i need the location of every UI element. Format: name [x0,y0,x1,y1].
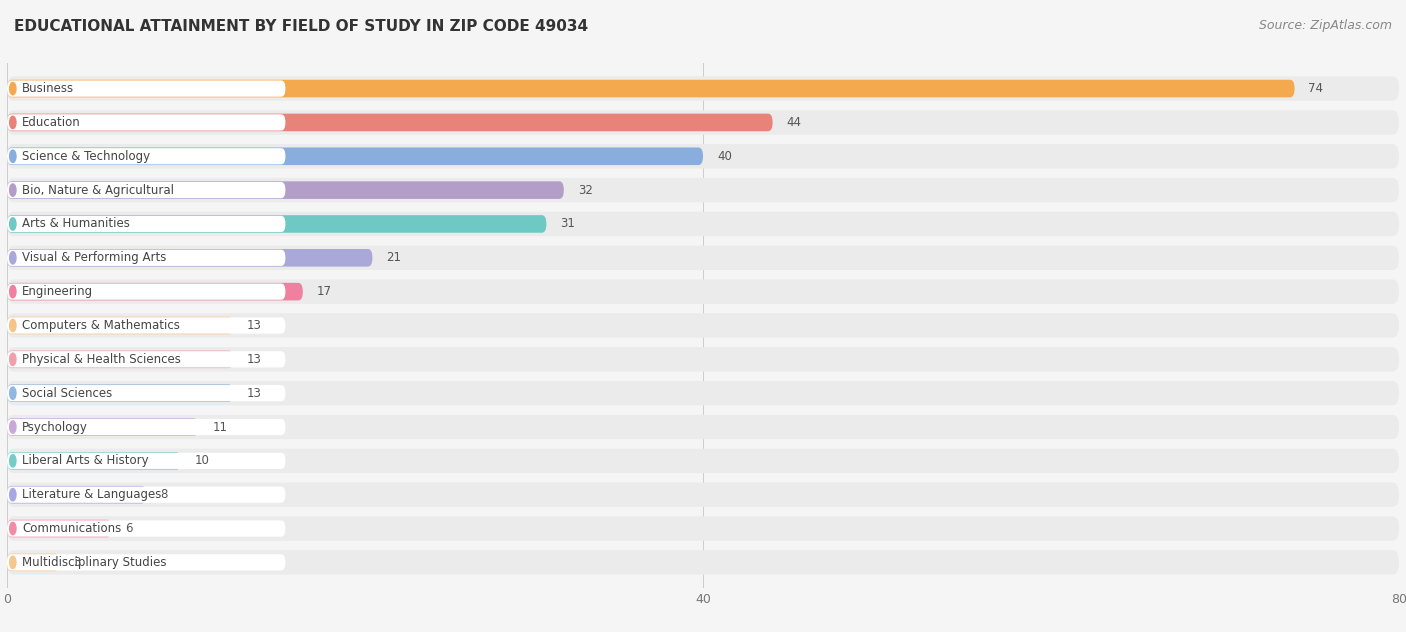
Text: Education: Education [22,116,80,129]
Text: Multidisciplinary Studies: Multidisciplinary Studies [22,556,166,569]
FancyBboxPatch shape [7,351,233,368]
FancyBboxPatch shape [7,147,703,165]
FancyBboxPatch shape [7,250,285,266]
Text: Computers & Mathematics: Computers & Mathematics [22,319,180,332]
Text: 13: 13 [247,387,262,399]
Circle shape [10,489,15,501]
FancyBboxPatch shape [7,351,285,367]
Text: Business: Business [22,82,75,95]
Circle shape [10,184,15,197]
FancyBboxPatch shape [7,284,285,300]
Text: 13: 13 [247,353,262,366]
FancyBboxPatch shape [7,283,302,300]
FancyBboxPatch shape [7,554,285,571]
FancyBboxPatch shape [7,178,1399,202]
FancyBboxPatch shape [7,486,146,504]
Text: 6: 6 [125,522,132,535]
Circle shape [10,387,15,399]
Text: 74: 74 [1309,82,1323,95]
FancyBboxPatch shape [7,449,1399,473]
FancyBboxPatch shape [7,313,1399,337]
Text: Liberal Arts & History: Liberal Arts & History [22,454,149,467]
Text: 44: 44 [786,116,801,129]
FancyBboxPatch shape [7,516,1399,541]
Circle shape [10,353,15,365]
Circle shape [10,523,15,535]
FancyBboxPatch shape [7,520,285,537]
FancyBboxPatch shape [7,249,373,267]
Text: 21: 21 [387,252,401,264]
FancyBboxPatch shape [7,482,1399,507]
Circle shape [10,150,15,162]
Text: Social Sciences: Social Sciences [22,387,112,399]
Circle shape [10,556,15,569]
FancyBboxPatch shape [7,317,233,334]
FancyBboxPatch shape [7,212,1399,236]
FancyBboxPatch shape [7,550,1399,574]
FancyBboxPatch shape [7,415,1399,439]
Text: 32: 32 [578,184,592,197]
Text: 40: 40 [717,150,731,163]
Text: 8: 8 [160,488,167,501]
Text: Physical & Health Sciences: Physical & Health Sciences [22,353,181,366]
FancyBboxPatch shape [7,385,285,401]
FancyBboxPatch shape [7,110,1399,135]
Circle shape [10,454,15,467]
Text: 17: 17 [316,285,332,298]
FancyBboxPatch shape [7,148,285,164]
FancyBboxPatch shape [7,487,285,503]
FancyBboxPatch shape [7,80,285,97]
FancyBboxPatch shape [7,114,773,131]
FancyBboxPatch shape [7,215,547,233]
Circle shape [10,252,15,264]
FancyBboxPatch shape [7,144,1399,169]
Text: Source: ZipAtlas.com: Source: ZipAtlas.com [1258,19,1392,32]
FancyBboxPatch shape [7,216,285,232]
FancyBboxPatch shape [7,279,1399,304]
Circle shape [10,116,15,128]
Circle shape [10,218,15,230]
Text: 31: 31 [561,217,575,231]
FancyBboxPatch shape [7,520,111,537]
FancyBboxPatch shape [7,347,1399,372]
FancyBboxPatch shape [7,418,198,436]
Text: 11: 11 [212,420,228,434]
FancyBboxPatch shape [7,114,285,131]
Text: Communications: Communications [22,522,121,535]
Circle shape [10,421,15,433]
Text: Science & Technology: Science & Technology [22,150,150,163]
Text: Bio, Nature & Agricultural: Bio, Nature & Agricultural [22,184,174,197]
Text: 13: 13 [247,319,262,332]
Text: Literature & Languages: Literature & Languages [22,488,162,501]
Circle shape [10,319,15,332]
Text: Arts & Humanities: Arts & Humanities [22,217,129,231]
FancyBboxPatch shape [7,76,1399,100]
FancyBboxPatch shape [7,554,59,571]
Text: 10: 10 [195,454,209,467]
FancyBboxPatch shape [7,317,285,334]
Text: 3: 3 [73,556,80,569]
FancyBboxPatch shape [7,381,1399,405]
Text: Visual & Performing Arts: Visual & Performing Arts [22,252,166,264]
Circle shape [10,286,15,298]
FancyBboxPatch shape [7,246,1399,270]
FancyBboxPatch shape [7,181,564,199]
Text: EDUCATIONAL ATTAINMENT BY FIELD OF STUDY IN ZIP CODE 49034: EDUCATIONAL ATTAINMENT BY FIELD OF STUDY… [14,19,588,34]
FancyBboxPatch shape [7,182,285,198]
FancyBboxPatch shape [7,452,181,470]
Text: Psychology: Psychology [22,420,89,434]
Circle shape [10,82,15,95]
FancyBboxPatch shape [7,80,1295,97]
Text: Engineering: Engineering [22,285,93,298]
FancyBboxPatch shape [7,384,233,402]
FancyBboxPatch shape [7,453,285,469]
FancyBboxPatch shape [7,419,285,435]
